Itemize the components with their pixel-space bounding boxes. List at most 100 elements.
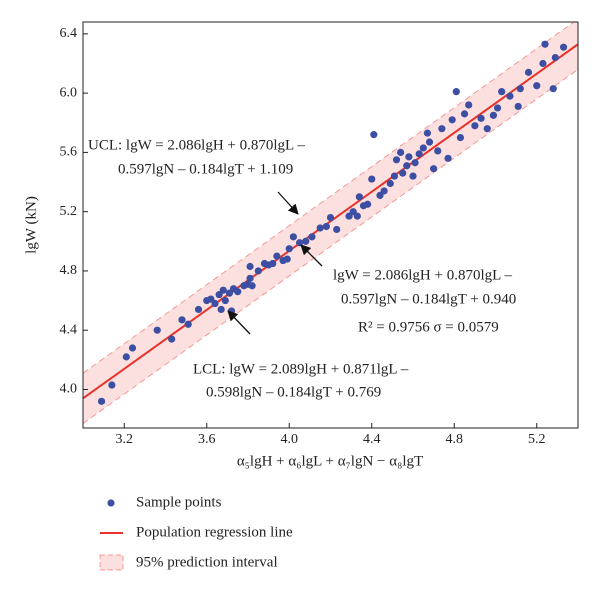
sample-point <box>194 305 203 314</box>
sample-point <box>539 59 547 68</box>
sample-point <box>483 125 491 133</box>
arrow <box>227 310 251 335</box>
sample-point <box>397 148 405 156</box>
sample-point <box>452 88 460 96</box>
arrow <box>300 244 323 267</box>
sample-point <box>333 225 341 234</box>
sample-point <box>364 200 372 208</box>
band-edge <box>83 22 575 374</box>
sample-point <box>438 125 446 133</box>
plot-area <box>83 22 578 424</box>
sample-point <box>217 305 225 314</box>
sample-point <box>399 169 407 177</box>
sample-point <box>498 88 506 96</box>
x-tick-label: 4.8 <box>446 432 464 447</box>
plot-frame <box>82 21 579 429</box>
y-tick-label: 4.0 <box>60 382 78 397</box>
sample-point <box>471 122 479 130</box>
sample-point <box>419 144 427 152</box>
sample-point <box>415 150 423 158</box>
annotation: 0.598lgN – 0.184lgT + 0.769 <box>206 384 381 400</box>
sample-point <box>122 353 130 361</box>
sample-point <box>219 286 227 294</box>
sample-point <box>533 82 541 90</box>
annotation: R² = 0.9756 σ = 0.0579 <box>358 319 499 335</box>
sample-point <box>403 162 411 170</box>
sample-point <box>246 274 254 282</box>
sample-point <box>456 133 465 142</box>
sample-point <box>283 255 291 263</box>
regression-line <box>83 43 578 400</box>
arrow <box>277 191 299 215</box>
sample-point <box>221 296 229 305</box>
x-tick-label: 5.2 <box>528 432 546 447</box>
sample-point <box>254 267 262 275</box>
sample-point <box>524 68 533 76</box>
sample-point <box>506 92 514 100</box>
sample-point <box>380 187 388 195</box>
sample-point <box>477 114 485 122</box>
sample-point <box>227 307 236 315</box>
legend-label: 95% prediction interval <box>136 554 278 570</box>
sample-point <box>273 252 281 260</box>
sample-point <box>153 326 161 334</box>
band-edge <box>83 69 578 424</box>
sample-point <box>434 147 442 155</box>
sample-point <box>460 110 469 118</box>
sample-point <box>541 40 549 48</box>
sample-point <box>465 101 473 109</box>
sample-point <box>355 193 363 201</box>
sample-point <box>269 259 277 268</box>
sample-point <box>423 129 432 137</box>
sample-point <box>368 175 376 183</box>
sample-point <box>184 320 192 328</box>
sample-point <box>392 156 401 164</box>
sample-point <box>386 179 394 188</box>
legend: 95% prediction interval Population regres… <box>99 494 293 571</box>
sample-point <box>211 299 219 308</box>
sample-point <box>370 131 378 139</box>
sample-point <box>559 43 568 51</box>
x-tick-label: 3.6 <box>198 432 216 447</box>
legend-swatch <box>99 554 124 571</box>
sample-point <box>409 172 417 180</box>
sample-point <box>178 316 186 324</box>
x-tick-label: 4.4 <box>363 432 381 447</box>
y-tick-label: 4.8 <box>60 263 78 278</box>
x-tick-label: 3.2 <box>116 432 134 447</box>
sample-point <box>108 381 116 389</box>
sample-point <box>390 172 399 180</box>
x-axis-label: α₅lgH + α₆lgL + α₇lgN − α₈lgT <box>237 453 423 469</box>
legend-label: Sample points <box>136 494 222 510</box>
sample-point <box>308 233 316 241</box>
annotation: 0.597lgN – 0.184lgT + 0.940 <box>341 291 516 307</box>
annotation: UCL: lgW = 2.086lgH + 0.870lgL – <box>88 137 305 153</box>
sample-point <box>405 153 413 161</box>
sample-point <box>430 165 438 173</box>
y-axis-label: lgW (kN) <box>23 196 39 254</box>
annotation: lgW = 2.086lgH + 0.870lgL – <box>333 267 512 283</box>
y-tick-label: 6.4 <box>60 26 78 41</box>
sample-point <box>353 212 361 220</box>
sample-point <box>246 262 254 271</box>
y-tick-label: 4.4 <box>60 322 78 337</box>
sample-point <box>549 85 557 93</box>
sample-point <box>551 53 559 62</box>
sample-point <box>322 222 330 231</box>
sample-point <box>493 104 502 112</box>
sample-point <box>168 335 176 343</box>
sample-point <box>97 397 106 405</box>
sample-point <box>289 233 297 241</box>
annotation: LCL: lgW = 2.089lgH + 0.871lgL – <box>193 361 409 377</box>
sample-point <box>285 245 293 253</box>
sample-point <box>514 102 522 111</box>
legend-label: Population regression line <box>136 524 293 540</box>
sample-point <box>516 85 524 93</box>
sample-point <box>316 224 324 232</box>
sample-point <box>489 111 498 119</box>
y-tick-label: 5.6 <box>60 145 78 160</box>
sample-point <box>425 138 434 146</box>
sample-point <box>448 116 456 124</box>
annotation: 0.597lgN – 0.184lgT + 1.109 <box>118 161 293 177</box>
